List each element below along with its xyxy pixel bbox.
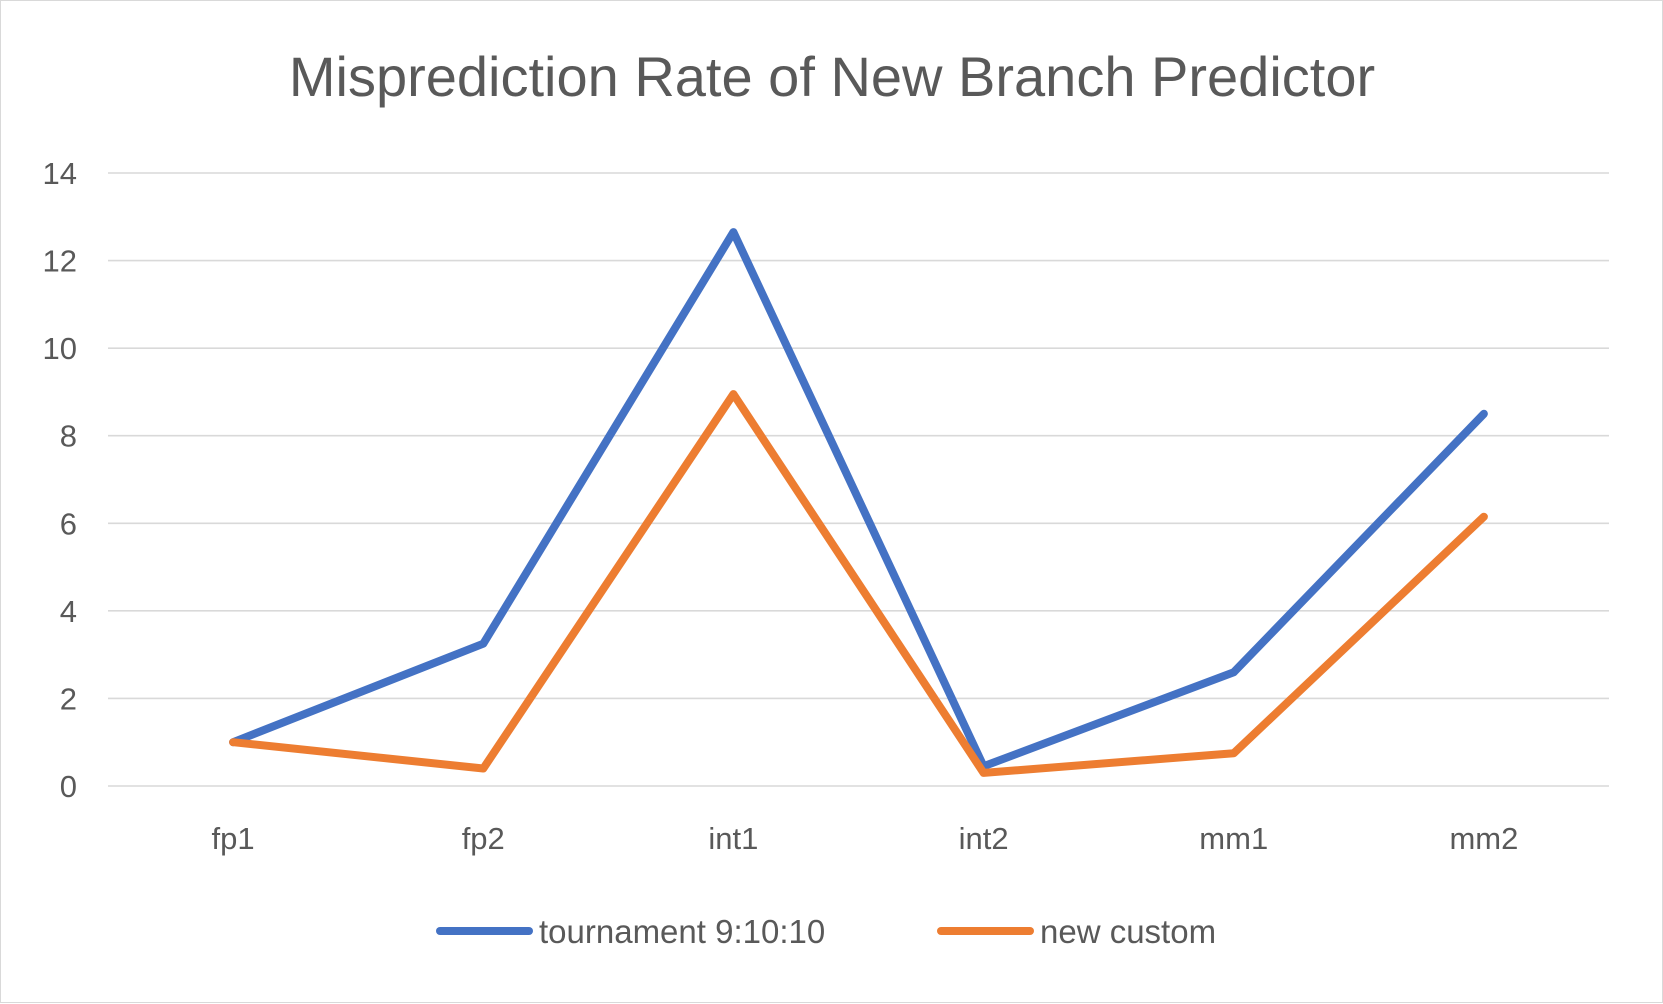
y-tick-label: 4: [60, 594, 77, 629]
x-axis-ticks: fp1 fp2 int1 int2 mm1 mm2: [212, 821, 1519, 856]
x-tick-label: fp2: [462, 821, 505, 856]
y-tick-label: 6: [60, 506, 77, 541]
y-tick-label: 0: [60, 769, 77, 804]
y-tick-label: 12: [43, 244, 77, 279]
gridlines: [108, 172, 1609, 787]
y-tick-label: 14: [43, 156, 77, 191]
legend-label: tournament 9:10:10: [539, 913, 825, 950]
series-line-0: [229, 228, 1488, 771]
series-lines: [229, 228, 1488, 777]
x-tick-label: mm1: [1199, 821, 1268, 856]
y-axis-ticks: 0 2 4 6 8 10 12 14: [43, 156, 77, 804]
series-line-1: [229, 390, 1488, 777]
x-tick-label: fp1: [212, 821, 255, 856]
y-tick-label: 8: [60, 419, 77, 454]
y-tick-label: 2: [60, 681, 77, 716]
y-tick-label: 10: [43, 331, 77, 366]
legend-label: new custom: [1040, 913, 1216, 950]
x-tick-label: int2: [959, 821, 1009, 856]
x-tick-label: mm2: [1449, 821, 1518, 856]
chart-title: Misprediction Rate of New Branch Predict…: [289, 45, 1375, 108]
x-tick-label: int1: [708, 821, 758, 856]
legend: tournament 9:10:10 new custom: [436, 913, 1216, 950]
